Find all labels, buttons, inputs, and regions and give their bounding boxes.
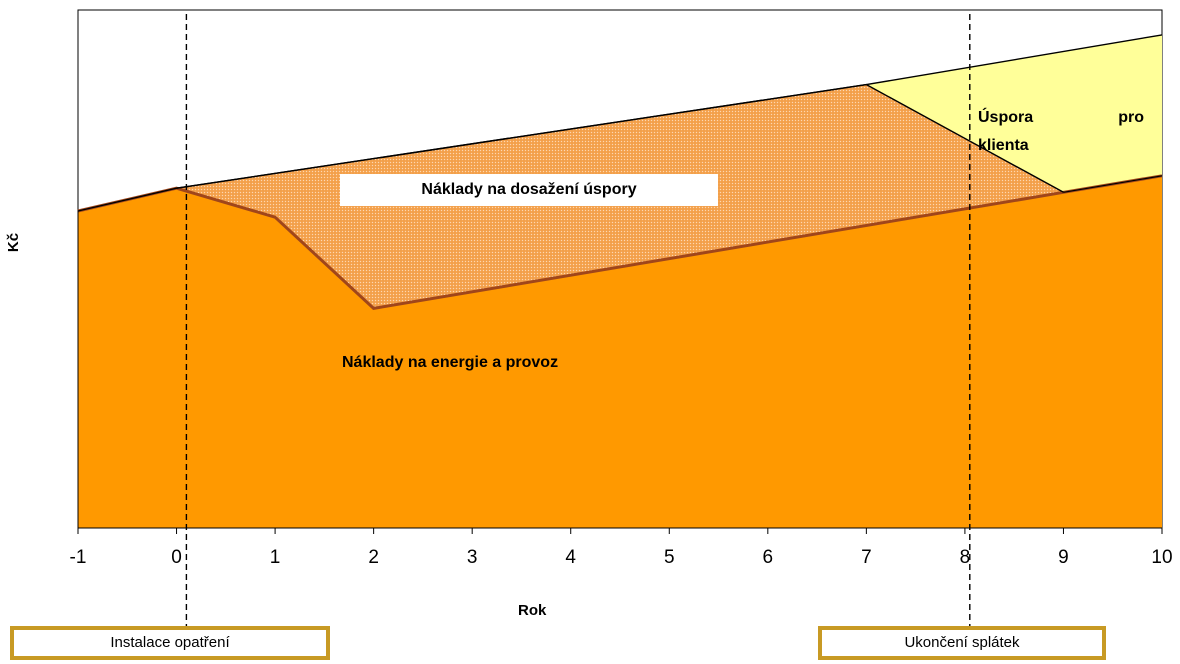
x-tick-label: 6 [762,547,774,568]
x-tick-label: 4 [565,547,577,568]
label-naklady-na-energie: Náklady na energie a provoz [342,354,559,371]
x-tick-label: 10 [1151,547,1173,568]
x-tick-label: 9 [1058,547,1069,568]
x-tick-label: 5 [663,547,675,568]
uspora-word-2: pro [1118,109,1144,126]
y-axis-title: Kč [5,232,23,253]
x-tick-label: 1 [269,547,281,568]
x-tick-label: 8 [959,547,971,568]
x-tick-label: -1 [69,547,87,568]
uspora-bottom-line [1063,175,1163,193]
label-naklady-na-dosazeni-uspory: Náklady na dosažení úspory [340,174,718,206]
x-tick-label: 0 [171,547,182,568]
x-tick-label: 2 [368,547,379,568]
reference-lines [185,14,971,626]
x-axis [77,527,1163,534]
label-uspora-pro-klienta: Úspora pro klienta [978,104,1144,160]
note-instalace-opatreni: Instalace opatření [10,626,330,660]
series-energie-area [78,175,1162,529]
uspora-row: Úspora pro [978,104,1144,132]
uspora-word-1: Úspora [978,109,1034,126]
uspora-word-3: klienta [978,137,1029,154]
x-tick-label: 3 [466,547,478,568]
x-tick-label: 7 [861,547,872,568]
note-ukonceni-splatek: Ukončení splátek [818,626,1106,660]
series-uspora-area [866,34,1162,193]
uspora-top-line [77,34,1163,212]
x-axis-title: Rok [518,602,547,619]
